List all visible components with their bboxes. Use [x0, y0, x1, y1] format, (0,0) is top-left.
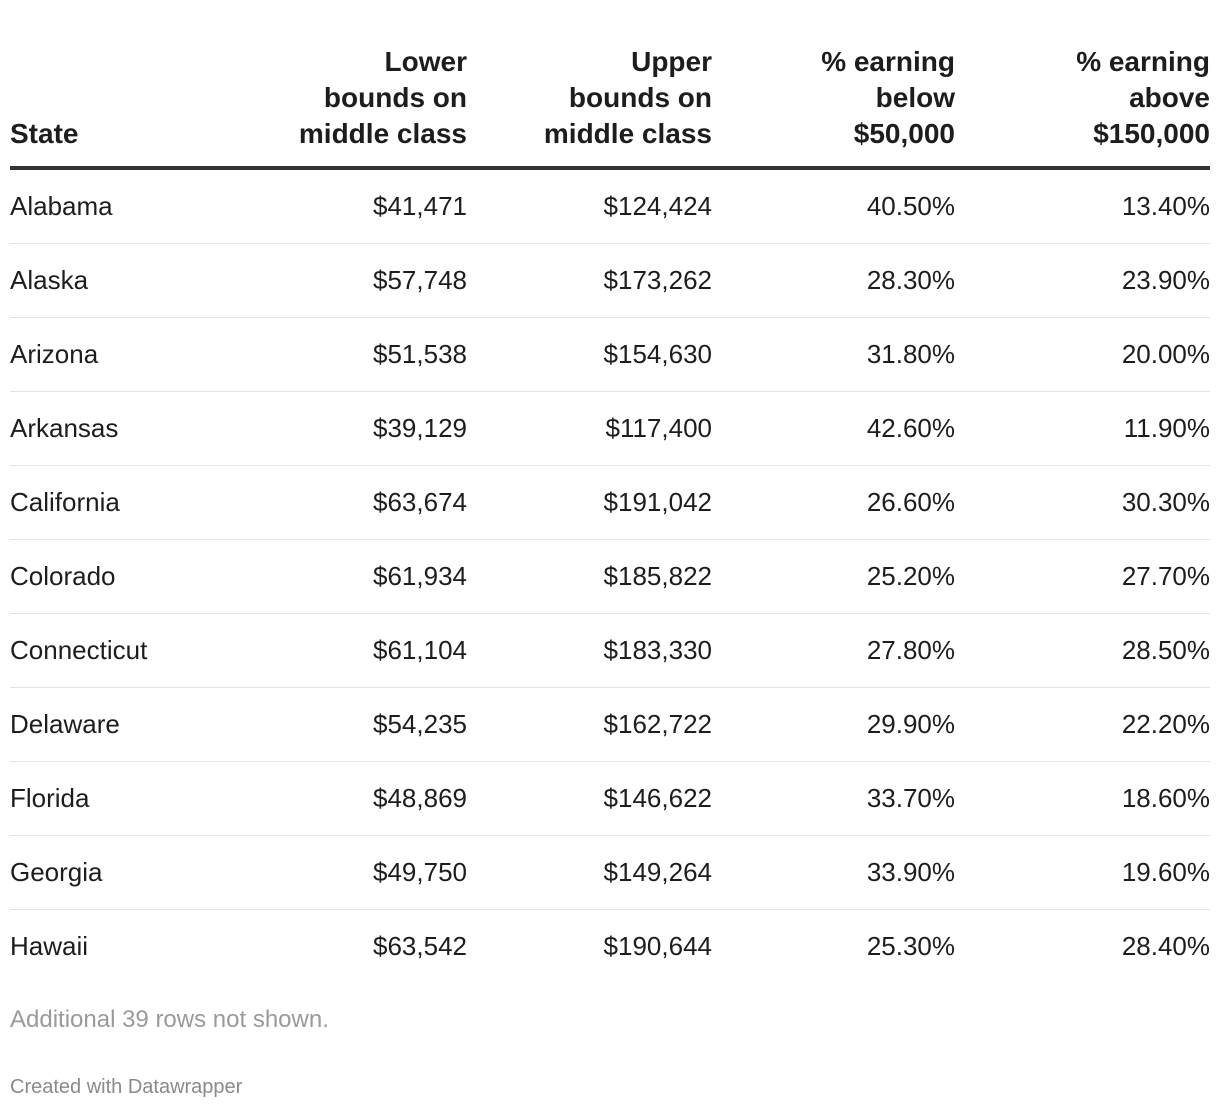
cell-state: Colorado	[10, 539, 230, 614]
cell-state: Alabama	[10, 168, 230, 244]
header-pct-below-line: % earning	[821, 46, 955, 77]
cell-pct-above: 11.90%	[955, 391, 1210, 466]
table-row: Hawaii $63,542 $190,644 25.30% 28.40%	[10, 910, 1210, 984]
cell-pct-below: 31.80%	[712, 317, 955, 392]
cell-lower-bound: $48,869	[230, 761, 467, 836]
cell-pct-above: 19.60%	[955, 835, 1210, 910]
cell-state: Florida	[10, 761, 230, 836]
cell-upper-bound: $162,722	[467, 687, 712, 762]
header-pct-above-line: % earning	[1076, 46, 1210, 77]
cell-upper-bound: $146,622	[467, 761, 712, 836]
table-row: Alaska $57,748 $173,262 28.30% 23.90%	[10, 243, 1210, 318]
cell-state: Connecticut	[10, 613, 230, 688]
table-row: Delaware $54,235 $162,722 29.90% 22.20%	[10, 687, 1210, 762]
header-upper-bound[interactable]: Upper bounds on middle class	[467, 40, 712, 170]
table-header: State Lower bounds on middle class Upper…	[10, 40, 1210, 170]
header-row: State Lower bounds on middle class Upper…	[10, 40, 1210, 170]
cell-pct-above: 30.30%	[955, 465, 1210, 540]
table-row: Alabama $41,471 $124,424 40.50% 13.40%	[10, 168, 1210, 244]
cell-lower-bound: $61,934	[230, 539, 467, 614]
cell-state: Hawaii	[10, 931, 89, 961]
table-row: California $63,674 $191,042 26.60% 30.30%	[10, 465, 1210, 540]
header-lower-bound-line: Lower	[384, 46, 467, 77]
cell-lower-bound: $63,674	[230, 465, 467, 540]
table-row: Arkansas $39,129 $117,400 42.60% 11.90%	[10, 391, 1210, 466]
cell-pct-above: 28.50%	[955, 613, 1210, 688]
header-pct-below-line: below	[875, 82, 955, 113]
header-lower-bound-line: middle class	[298, 118, 467, 149]
cell-upper-bound: $173,262	[467, 243, 712, 318]
header-pct-below-line: $50,000	[853, 118, 955, 149]
cell-upper-bound: $191,042	[467, 465, 712, 540]
cell-upper-bound: $117,400	[467, 391, 712, 466]
rows-not-shown-note: Additional 39 rows not shown.	[10, 1006, 329, 1033]
cell-upper-bound: $154,630	[467, 317, 712, 392]
cell-upper-bound: $124,424	[467, 168, 712, 244]
cell-pct-below: 29.90%	[712, 687, 955, 762]
cell-pct-above: 23.90%	[955, 243, 1210, 318]
header-lower-bound-line: bounds on	[323, 82, 467, 113]
cell-lower-bound: $51,538	[230, 317, 467, 392]
cell-lower-bound: $63,542	[373, 931, 467, 961]
cell-pct-above: 20.00%	[955, 317, 1210, 392]
table-body: Alabama $41,471 $124,424 40.50% 13.40% Alaska…	[10, 168, 1210, 983]
data-table-container: State Lower bounds on middle class Upper…	[10, 40, 1210, 983]
header-pct-above-line: $150,000	[1093, 118, 1210, 149]
cell-pct-below: 25.20%	[712, 539, 955, 614]
table-row: Colorado $61,934 $185,822 25.20% 27.70%	[10, 539, 1210, 614]
cell-pct-above: 22.20%	[955, 687, 1210, 762]
cell-upper-bound: $149,264	[467, 835, 712, 910]
cell-pct-above: 27.70%	[955, 539, 1210, 614]
header-lower-bound[interactable]: Lower bounds on middle class	[230, 40, 467, 170]
header-pct-below[interactable]: % earning below $50,000	[712, 40, 955, 170]
cell-lower-bound: $54,235	[230, 687, 467, 762]
cell-upper-bound: $183,330	[467, 613, 712, 688]
table-row: Connecticut $61,104 $183,330 27.80% 28.50%	[10, 613, 1210, 688]
cell-upper-bound: $190,644	[603, 931, 712, 961]
cell-pct-below: 25.30%	[866, 931, 955, 961]
cell-state: Delaware	[10, 687, 230, 762]
cell-upper-bound: $185,822	[467, 539, 712, 614]
table-row: Florida $48,869 $146,622 33.70% 18.60%	[10, 761, 1210, 836]
cell-pct-below: 42.60%	[712, 391, 955, 466]
cell-state: Georgia	[10, 835, 230, 910]
header-pct-above-line: above	[1129, 82, 1210, 113]
header-state-line: State	[10, 118, 79, 149]
cell-pct-above: 13.40%	[955, 168, 1210, 244]
header-upper-bound-line: middle class	[543, 118, 712, 149]
cell-pct-above: 28.40%	[1121, 931, 1210, 961]
cell-lower-bound: $61,104	[230, 613, 467, 688]
cell-state: Arizona	[10, 317, 230, 392]
cell-pct-below: 40.50%	[712, 168, 955, 244]
cell-pct-below: 33.70%	[712, 761, 955, 836]
cell-state: Arkansas	[10, 391, 230, 466]
cell-pct-below: 33.90%	[712, 835, 955, 910]
datawrapper-credit[interactable]: Created with Datawrapper	[10, 1076, 243, 1098]
header-pct-above[interactable]: % earning above $150,000	[955, 40, 1210, 170]
header-state[interactable]: State	[10, 40, 230, 170]
cell-lower-bound: $49,750	[230, 835, 467, 910]
cell-state: Alaska	[10, 243, 230, 318]
table-row: Georgia $49,750 $149,264 33.90% 19.60%	[10, 835, 1210, 910]
cell-pct-below: 27.80%	[712, 613, 955, 688]
table-row: Arizona $51,538 $154,630 31.80% 20.00%	[10, 317, 1210, 392]
header-upper-bound-line: Upper	[631, 46, 712, 77]
cell-lower-bound: $41,471	[230, 168, 467, 244]
cell-lower-bound: $39,129	[230, 391, 467, 466]
cell-state: California	[10, 465, 230, 540]
cell-lower-bound: $57,748	[230, 243, 467, 318]
cell-pct-above: 18.60%	[955, 761, 1210, 836]
cell-pct-below: 26.60%	[712, 465, 955, 540]
cell-pct-below: 28.30%	[712, 243, 955, 318]
state-income-table: State Lower bounds on middle class Upper…	[10, 40, 1210, 983]
header-upper-bound-line: bounds on	[568, 82, 712, 113]
